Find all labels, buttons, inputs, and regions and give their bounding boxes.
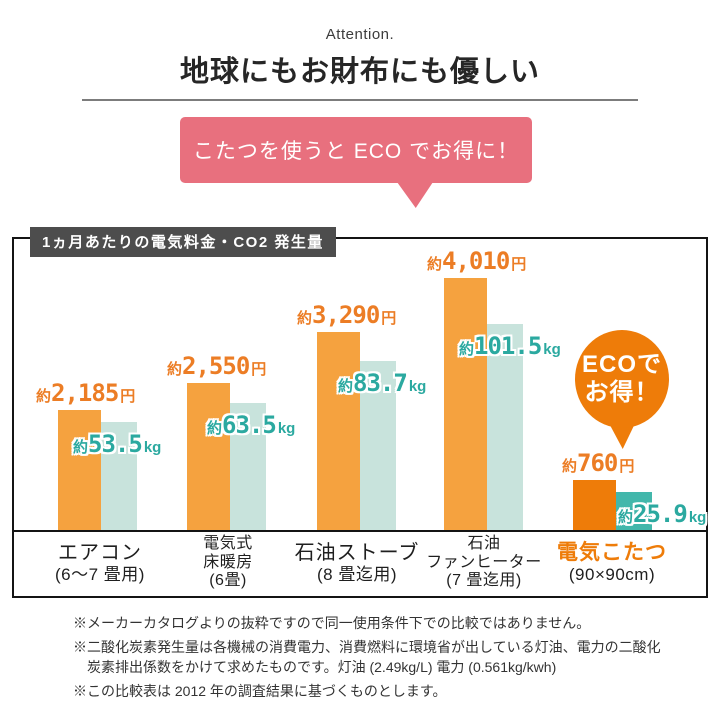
category-label-1-line-2: (6畳) <box>209 572 247 590</box>
co2-value-label-2-pfx: 約 <box>338 378 354 395</box>
cost-value-label-1-pfx: 約 <box>167 361 183 378</box>
category-label-1: 電気式 床暖房 (6畳) <box>139 532 317 594</box>
cost-value-label-2: 約3,290 円 <box>297 303 396 327</box>
co2-value-label-1-num: 63.5 <box>222 411 277 439</box>
cost-value-label-4: 約760 円 <box>562 451 634 475</box>
footnote-0: ※メーカーカタログよりの抜粋ですので同一使用条件下での比較ではありません。 <box>73 615 591 631</box>
co2-value-label-4-unit: kg <box>688 509 707 526</box>
category-label-1-line-0: 電気式 <box>203 535 253 553</box>
category-label-3-line-0: 石油 <box>467 535 501 553</box>
cost-value-label-2-num: 3,290 <box>312 301 380 329</box>
cost-bar-0 <box>58 410 101 530</box>
co2-value-label-3-unit: kg <box>543 341 561 358</box>
co2-value-label-3-num: 101.5 <box>474 332 542 360</box>
eyebrow-text: Attention. <box>325 26 395 43</box>
category-label-2-line-0: 石油ストーブ <box>294 541 420 564</box>
cost-value-label-0: 約2,185 円 <box>36 381 135 405</box>
category-label-4: 電気こたつ (90×90cm) <box>523 532 701 594</box>
cost-bar-4 <box>573 480 616 530</box>
co2-value-label-1-pfx: 約 <box>207 420 223 437</box>
cost-bar-1 <box>187 383 230 530</box>
category-label-3-line-1: ファンヒーター <box>426 553 542 571</box>
co2-value-label-2: 約83.7 kg <box>338 371 426 395</box>
footnote-2: ※この比較表は 2012 年の調査結果に基づくものとします。 <box>73 682 447 699</box>
co2-value-label-4: 約25.9 kg <box>618 502 706 526</box>
category-label-2-line-1: (8 畳迄用) <box>317 564 397 584</box>
cost-value-label-0-num: 2,185 <box>51 379 119 407</box>
cost-value-label-0-pfx: 約 <box>36 388 52 405</box>
co2-value-label-2-num: 83.7 <box>353 369 408 397</box>
co2-value-label-1-unit: kg <box>277 420 296 437</box>
co2-value-label-0: 約53.5 kg <box>73 432 161 456</box>
callout-bubble-tail <box>397 182 433 208</box>
category-label-3: 石油 ファンヒーター (7 畳迄用) <box>395 532 573 594</box>
eco-badge: ECOで お得！ <box>575 330 669 428</box>
co2-value-label-4-pfx: 約 <box>618 509 634 526</box>
cost-value-label-3: 約4,010 円 <box>427 249 526 273</box>
cost-value-label-3-unit: 円 <box>511 256 527 273</box>
co2-value-label-1: 約63.5 kg <box>207 413 295 437</box>
cost-value-label-4-pfx: 約 <box>562 458 578 475</box>
footnotes: ※メーカーカタログよりの抜粋ですので同一使用条件下での比較ではありません。 ※二酸… <box>73 614 667 706</box>
cost-value-label-1-unit: 円 <box>251 361 267 378</box>
cost-value-label-3-pfx: 約 <box>427 256 443 273</box>
category-label-4-line-0: 電気こたつ <box>557 541 667 565</box>
co2-value-label-2-unit: kg <box>408 378 427 395</box>
co2-value-label-0-num: 53.5 <box>88 430 143 458</box>
category-label-1-line-1: 床暖房 <box>203 553 253 571</box>
cost-value-label-4-num: 760 <box>577 449 618 477</box>
co2-value-label-3-pfx: 約 <box>459 341 475 358</box>
cost-value-label-2-pfx: 約 <box>297 310 313 327</box>
cost-value-label-1-num: 2,550 <box>182 352 250 380</box>
category-label-3-line-2: (7 畳迄用) <box>446 572 522 590</box>
co2-value-label-3: 約101.5 kg <box>459 334 561 358</box>
category-label-0-line-1: (6〜7 畳用) <box>55 564 145 584</box>
callout-text: こたつを使うと ECO でお得に！ <box>192 140 520 163</box>
co2-value-label-0-unit: kg <box>143 439 162 456</box>
category-label-2: 石油ストーブ (8 畳迄用) <box>268 532 446 594</box>
cost-value-label-1: 約2,550 円 <box>167 354 266 378</box>
cost-bar-3 <box>444 278 487 530</box>
co2-value-label-0-pfx: 約 <box>73 439 89 456</box>
eco-badge-line1: ECOで <box>581 351 662 379</box>
cost-value-label-0-unit: 円 <box>120 388 136 405</box>
chart-baseline <box>14 530 706 532</box>
cost-bar-2 <box>317 332 360 530</box>
footnote-1: ※二酸化炭素発生量は各機械の消費電力、消費燃料に環境省が出している灯油、電力の二… <box>73 638 661 675</box>
cost-value-label-4-unit: 円 <box>619 458 635 475</box>
comparison-chart: 1ヵ月あたりの電気料金・CO2 発生量 約2,185 円約53.5 kg エアコン (6… <box>11 227 708 598</box>
chart-title-chip: 1ヵ月あたりの電気料金・CO2 発生量 <box>30 227 336 257</box>
page-title: 地球にもお財布にも優しい <box>179 56 540 88</box>
cost-value-label-2-unit: 円 <box>381 310 397 327</box>
title-divider <box>82 99 638 101</box>
co2-value-label-4-num: 25.9 <box>633 500 688 528</box>
category-label-0-line-0: エアコン <box>58 541 142 564</box>
cost-value-label-3-num: 4,010 <box>442 247 510 275</box>
kotatsu-callout-bubble: こたつを使うと ECO でお得に！ <box>180 117 532 183</box>
eco-badge-line2: お得！ <box>584 379 660 406</box>
category-label-4-line-1: (90×90cm) <box>568 565 656 585</box>
category-label-0: エアコン (6〜7 畳用) <box>11 532 189 594</box>
